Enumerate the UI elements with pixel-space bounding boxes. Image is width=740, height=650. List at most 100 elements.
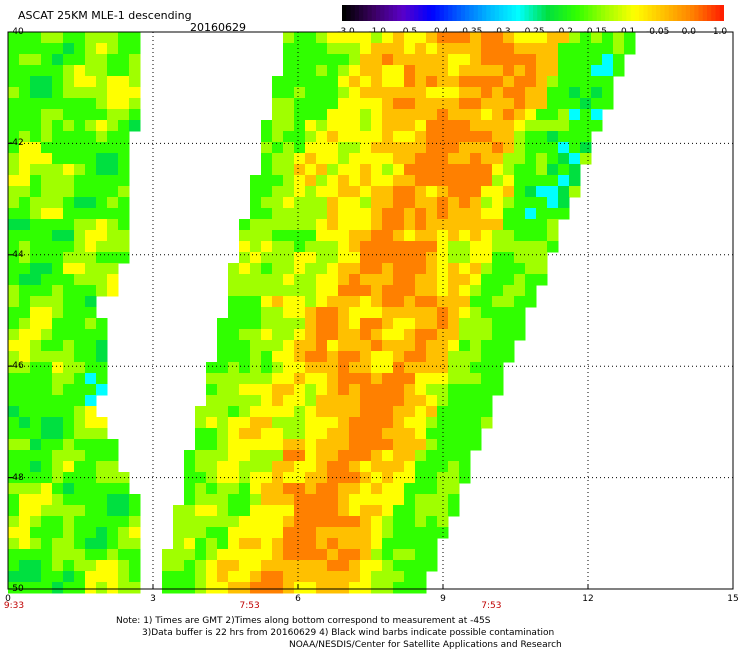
swath-cell [283,582,295,594]
swath-cell [459,450,471,462]
swath-cell [448,428,460,440]
color-bar-cell [605,5,610,21]
swath-cell [272,406,284,418]
swath-cell [415,417,427,429]
swath-cell [184,472,196,484]
swath-cell [41,329,53,341]
swath-cell [52,362,64,374]
swath-cell [481,384,493,396]
swath-cell [470,428,482,440]
swath-cell [41,296,53,308]
swath-cell [503,252,515,264]
swath-cell [558,153,570,165]
swath-cell [492,263,504,275]
swath-cell [382,395,394,407]
swath-cell [393,263,405,275]
swath-cell [492,318,504,330]
swath-cell [327,263,339,275]
swath-cell [426,373,438,385]
swath-cell [514,164,526,176]
swath-cell [74,395,86,407]
color-bar-cell [473,5,479,21]
swath-cell [481,318,493,330]
swath-cell [514,175,526,187]
swath-cell [404,296,416,308]
swath-cell [74,186,86,198]
y-tick-label: -46 [9,361,24,372]
swath-cell [393,483,405,495]
swath-cell [85,472,97,484]
swath-cell [569,32,581,44]
swath-cell [382,439,394,451]
swath-cell [316,516,328,528]
swath-cell [118,571,130,583]
swath-cell [404,549,416,561]
swath-cell [327,307,339,319]
swath-cell [272,153,284,165]
swath-cell [96,98,108,110]
swath-cell [162,549,174,561]
swath-cell [129,43,141,55]
swath-cell [327,241,339,253]
swath-cell [41,560,53,572]
swath-cell [470,285,482,297]
swath-cell [30,560,42,572]
swath-cell [19,54,31,66]
swath-cell [283,208,295,220]
swath-cell [19,219,31,231]
swath-cell [96,109,108,121]
swath-cell [547,87,559,99]
swath-cell [327,351,339,363]
swath-cell [294,417,306,429]
swath-cell [470,120,482,132]
swath-cell [96,65,108,77]
swath-cell [437,197,449,209]
swath-cell [338,505,350,517]
swath-cell [261,120,273,132]
swath-cell [525,142,537,154]
swath-cell [41,197,53,209]
swath-cell [360,153,372,165]
swath-cell [63,307,75,319]
swath-cell [371,571,383,583]
swath-cell [41,32,53,44]
swath-cell [360,120,372,132]
swath-cell [437,98,449,110]
swath-cell [437,32,449,44]
swath-cell [382,351,394,363]
swath-cell [305,417,317,429]
swath-cell [74,175,86,187]
swath-cell [415,109,427,121]
swath-cell [360,395,372,407]
swath-cell [558,98,570,110]
swath-cell [195,428,207,440]
swath-cell [525,87,537,99]
swath-cell [404,98,416,110]
swath-cell [393,186,405,198]
swath-cell [404,505,416,517]
swath-cell [74,43,86,55]
swath-cell [52,483,64,495]
swath-cell [316,417,328,429]
swath-cell [327,219,339,231]
swath-cell [19,43,31,55]
swath-cell [349,571,361,583]
color-bar-cell [541,5,547,21]
swath-cell [338,571,350,583]
swath-cell [228,395,240,407]
swath-cell [19,296,31,308]
swath-cell [426,43,438,55]
swath-cell [360,87,372,99]
swath-cell [503,274,515,286]
swath-cell [52,505,64,517]
swath-cell [85,109,97,121]
swath-cell [30,450,42,462]
swath-cell [459,461,471,473]
swath-cell [338,43,350,55]
swath-cell [492,384,504,396]
grid-lines [8,32,733,589]
swath-cell [96,549,108,561]
swath-cell [19,307,31,319]
swath-cell [360,516,372,528]
swath-cell [19,340,31,352]
